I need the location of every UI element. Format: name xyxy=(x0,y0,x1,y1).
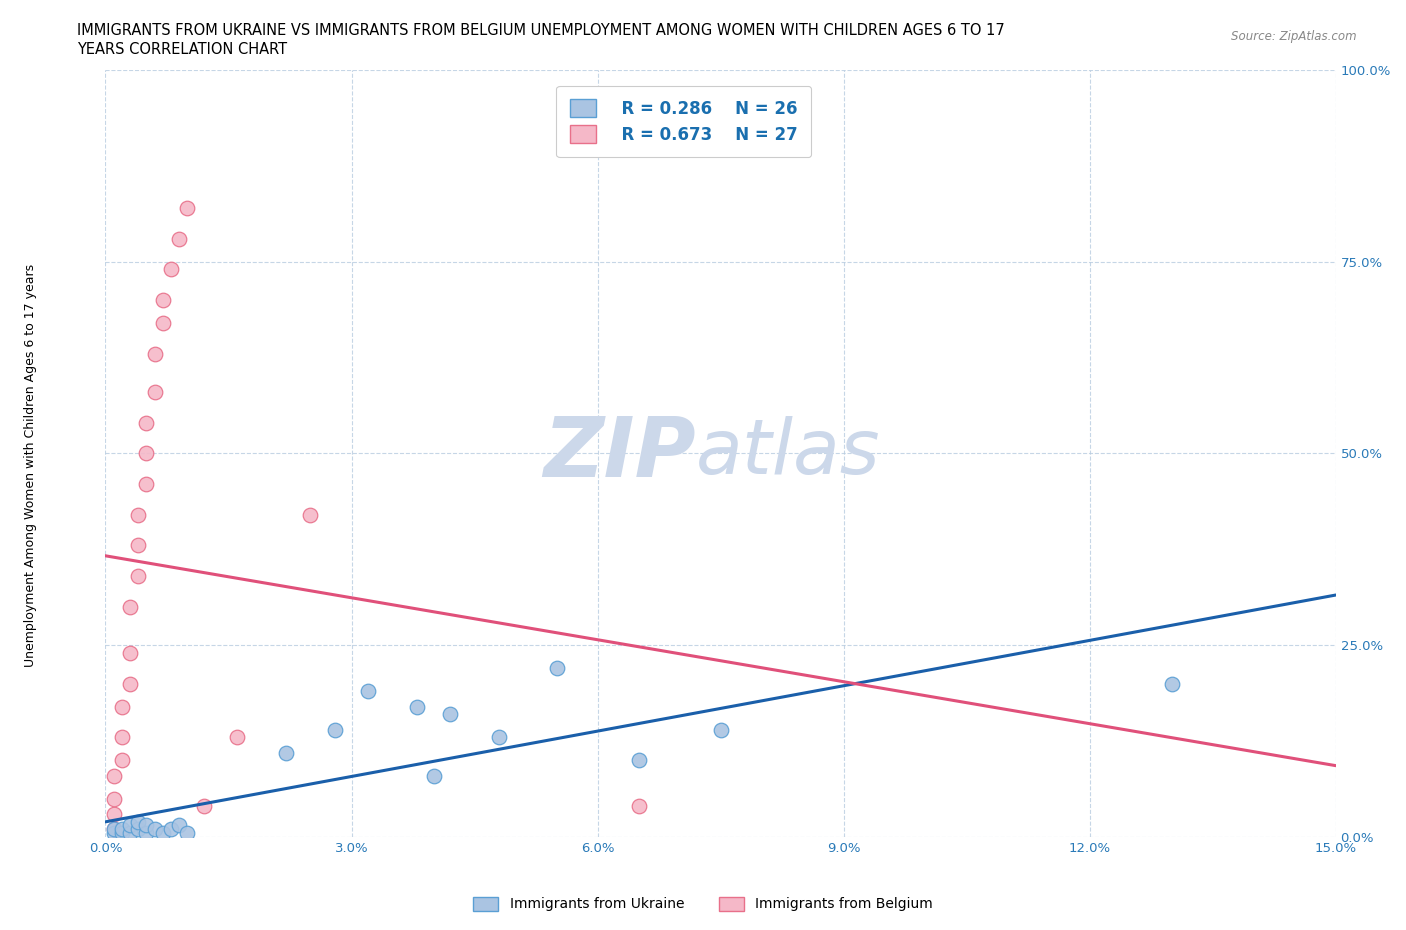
Point xyxy=(488,730,510,745)
Point xyxy=(120,818,141,833)
Point xyxy=(152,315,174,330)
Point xyxy=(103,768,125,783)
Point xyxy=(1160,676,1182,691)
Legend: Immigrants from Ukraine, Immigrants from Belgium: Immigrants from Ukraine, Immigrants from… xyxy=(467,890,939,919)
Point xyxy=(225,730,247,745)
Point xyxy=(143,385,166,400)
Point xyxy=(127,815,149,830)
Point xyxy=(127,508,149,523)
Point xyxy=(546,660,568,675)
Text: Unemployment Among Women with Children Ages 6 to 17 years: Unemployment Among Women with Children A… xyxy=(24,263,38,667)
Point xyxy=(103,806,125,821)
Point xyxy=(103,791,125,806)
Point xyxy=(710,722,733,737)
Point xyxy=(111,699,134,714)
Point xyxy=(135,415,157,430)
Point xyxy=(169,818,191,833)
Point xyxy=(627,753,650,768)
Point xyxy=(120,645,141,660)
Text: atlas: atlas xyxy=(696,417,880,490)
Point xyxy=(176,201,198,216)
Point xyxy=(127,538,149,552)
Point xyxy=(103,822,125,837)
Point xyxy=(111,730,134,745)
Point xyxy=(160,822,183,837)
Point xyxy=(193,799,215,814)
Point xyxy=(135,477,157,492)
Point xyxy=(176,826,198,841)
Text: Source: ZipAtlas.com: Source: ZipAtlas.com xyxy=(1232,30,1357,43)
Point xyxy=(160,262,183,277)
Point xyxy=(120,826,141,841)
Point xyxy=(135,826,157,841)
Text: IMMIGRANTS FROM UKRAINE VS IMMIGRANTS FROM BELGIUM UNEMPLOYMENT AMONG WOMEN WITH: IMMIGRANTS FROM UKRAINE VS IMMIGRANTS FR… xyxy=(77,23,1005,38)
Point xyxy=(406,699,429,714)
Point xyxy=(323,722,346,737)
Point xyxy=(274,745,297,760)
Point xyxy=(422,768,444,783)
Point xyxy=(299,508,322,523)
Text: YEARS CORRELATION CHART: YEARS CORRELATION CHART xyxy=(77,42,287,57)
Point xyxy=(152,826,174,841)
Legend:   R = 0.286    N = 26,   R = 0.673    N = 27: R = 0.286 N = 26, R = 0.673 N = 27 xyxy=(557,86,811,157)
Point xyxy=(127,822,149,837)
Point xyxy=(111,826,134,841)
Text: ZIP: ZIP xyxy=(543,413,696,494)
Point xyxy=(120,600,141,615)
Point xyxy=(127,569,149,584)
Point xyxy=(103,822,125,837)
Point xyxy=(135,818,157,833)
Point xyxy=(135,446,157,461)
Point xyxy=(111,753,134,768)
Point xyxy=(169,232,191,246)
Point xyxy=(627,799,650,814)
Point xyxy=(120,676,141,691)
Point xyxy=(111,822,134,837)
Point xyxy=(143,822,166,837)
Point xyxy=(439,707,461,722)
Point xyxy=(152,293,174,308)
Point xyxy=(143,346,166,361)
Point xyxy=(103,826,125,841)
Point xyxy=(357,684,380,698)
